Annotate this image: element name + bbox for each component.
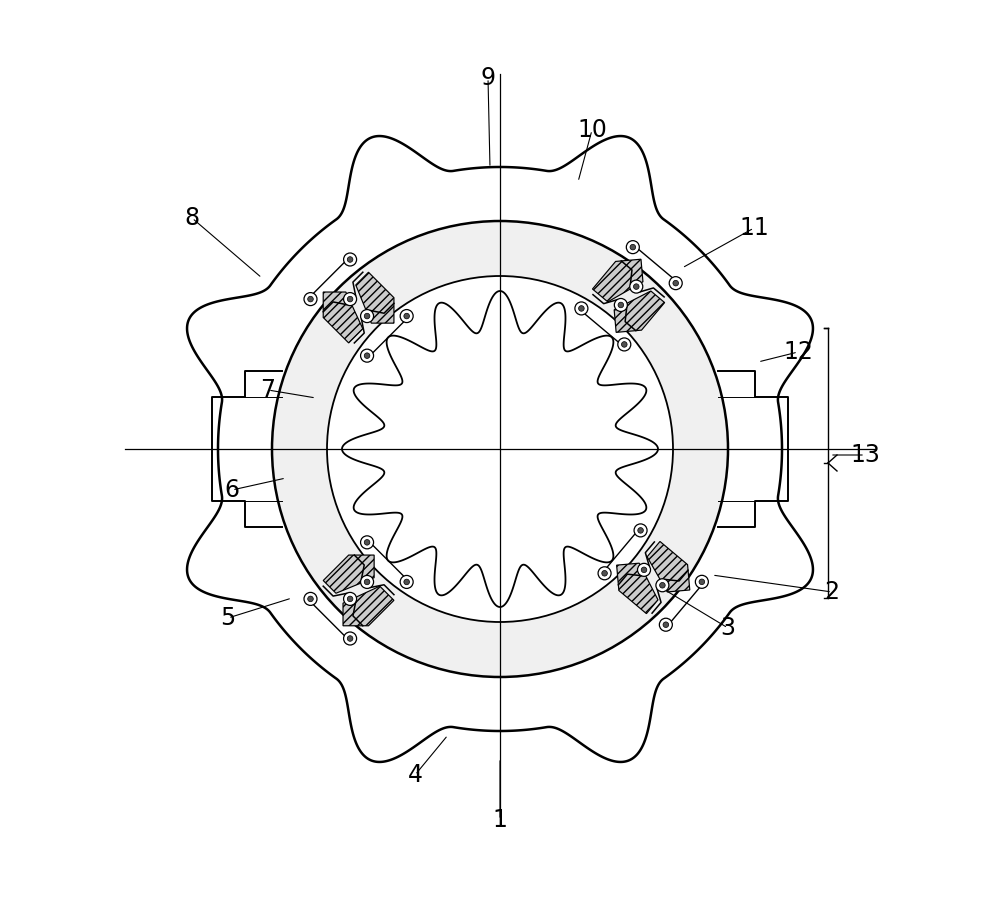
Circle shape [364,539,370,545]
Polygon shape [187,136,813,762]
Circle shape [621,342,627,347]
Circle shape [361,309,374,323]
Circle shape [327,276,673,622]
Circle shape [400,309,413,323]
Circle shape [364,313,370,319]
Polygon shape [592,259,643,302]
Polygon shape [647,541,690,592]
Circle shape [626,241,639,254]
Circle shape [404,579,409,584]
Circle shape [663,622,669,628]
Circle shape [630,280,643,293]
Circle shape [660,583,665,588]
Circle shape [361,575,374,589]
Circle shape [400,575,413,589]
Polygon shape [342,291,658,607]
Circle shape [347,636,353,641]
Text: 3: 3 [720,616,736,640]
Text: 9: 9 [480,66,496,90]
Text: 12: 12 [783,340,813,364]
Circle shape [344,253,357,266]
Text: 4: 4 [408,763,422,787]
Text: 10: 10 [577,118,607,142]
Text: 5: 5 [220,606,236,630]
Circle shape [308,297,313,302]
Circle shape [575,302,588,315]
Text: 1: 1 [493,808,507,832]
Circle shape [641,567,647,573]
Circle shape [344,292,357,306]
Circle shape [361,536,374,548]
Circle shape [598,566,611,580]
Circle shape [308,596,313,601]
Circle shape [659,619,672,631]
Circle shape [404,313,409,319]
Circle shape [673,280,679,286]
Circle shape [634,524,647,537]
Circle shape [361,349,374,362]
Circle shape [699,579,705,584]
Circle shape [669,277,682,289]
Circle shape [614,298,627,311]
Circle shape [695,575,708,588]
Circle shape [272,221,728,677]
Circle shape [638,528,643,533]
Text: 8: 8 [184,206,200,230]
Circle shape [364,579,370,584]
Circle shape [344,632,357,645]
Circle shape [618,302,624,307]
Text: 7: 7 [260,378,276,402]
Circle shape [364,353,370,359]
Circle shape [633,284,639,289]
Circle shape [630,245,636,250]
Circle shape [602,571,607,576]
Circle shape [347,257,353,263]
Circle shape [344,592,357,605]
Text: 6: 6 [224,478,240,502]
Polygon shape [614,291,665,333]
Polygon shape [323,555,374,593]
Polygon shape [343,586,394,626]
Text: 13: 13 [850,443,880,467]
Circle shape [638,564,651,576]
Circle shape [347,596,353,601]
Polygon shape [356,272,394,323]
Polygon shape [323,292,363,343]
Circle shape [656,579,669,592]
Circle shape [304,592,317,605]
Text: 11: 11 [739,216,769,240]
Circle shape [347,297,353,302]
Circle shape [304,292,317,306]
Circle shape [579,306,584,311]
Circle shape [618,338,631,351]
Text: 2: 2 [824,580,840,604]
Polygon shape [617,563,658,614]
